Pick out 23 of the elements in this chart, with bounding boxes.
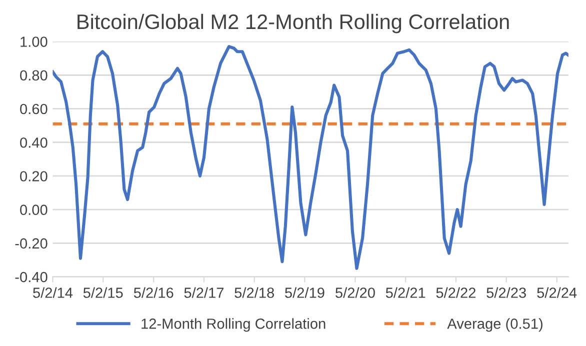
x-tick-label: 5/2/19 bbox=[285, 287, 324, 298]
y-tick-label: 0.40 bbox=[20, 137, 48, 148]
x-tick-label: 5/2/17 bbox=[184, 287, 224, 298]
x-tick-label: 5/2/14 bbox=[33, 287, 73, 298]
x-tick-label: 5/2/16 bbox=[134, 287, 174, 298]
line-series bbox=[52, 45, 568, 270]
x-tick-label: 5/2/22 bbox=[436, 287, 476, 298]
legend-label: Average (0.51) bbox=[447, 318, 542, 332]
y-tick-label: 0.80 bbox=[20, 70, 48, 81]
legend-label: 12-Month Rolling Correlation bbox=[142, 318, 326, 332]
x-tick-label: 5/2/24 bbox=[537, 287, 577, 298]
y-tick-label: 0.60 bbox=[20, 104, 48, 114]
y-tick-label: 0.20 bbox=[20, 171, 48, 182]
chart-title: Bitcoin/Global M2 12-Month Rolling Correlation bbox=[78, 14, 509, 34]
y-tick-label: -0.20 bbox=[15, 238, 48, 249]
x-tick-label: 5/2/15 bbox=[83, 287, 123, 298]
y-tick-label: 1.00 bbox=[20, 36, 48, 47]
x-tick-label: 5/2/18 bbox=[234, 287, 274, 298]
x-tick-label: 5/2/21 bbox=[386, 287, 426, 298]
y-tick-label: 0.00 bbox=[20, 204, 48, 216]
y-tick-label: -0.40 bbox=[15, 272, 48, 282]
x-tick-label: 5/2/20 bbox=[336, 287, 375, 298]
x-tick-label: 5/2/23 bbox=[486, 287, 526, 298]
